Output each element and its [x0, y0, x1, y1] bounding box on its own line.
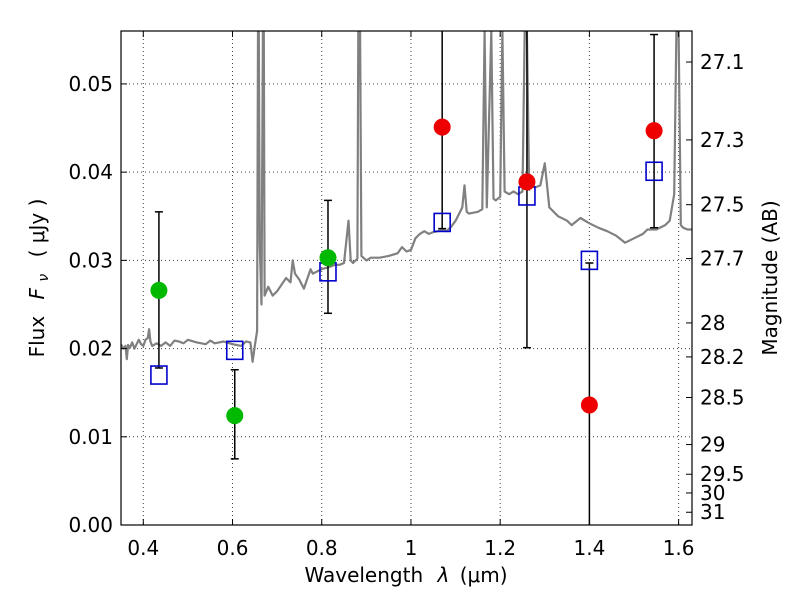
- y-tick-label: 0.01: [68, 425, 113, 449]
- magnitude-tick-label: 31: [700, 500, 725, 524]
- x-axis-label-prefix: Wavelength: [304, 563, 423, 587]
- magnitude-tick-label: 28.5: [700, 385, 745, 409]
- x-tick-label: 0.6: [217, 536, 249, 560]
- magnitude-tick-label: 28.2: [700, 345, 745, 369]
- model-sed-line: [121, 31, 692, 363]
- markers: [150, 118, 663, 425]
- observed-flux-point: [226, 407, 244, 425]
- y-tick-label: 0.05: [68, 72, 113, 96]
- x-tick-label: 1: [405, 536, 418, 560]
- model-photometry-square: [150, 365, 168, 385]
- magnitude-tick-label: 29.5: [700, 462, 745, 486]
- plot-frame: [120, 30, 693, 526]
- y-tick-label: 0.02: [68, 337, 113, 361]
- x-tick-label: 1.6: [663, 536, 695, 560]
- magnitude-tick-label: 27.7: [700, 247, 745, 271]
- x-tick-label: 0.8: [306, 536, 338, 560]
- observed-flux-point: [518, 173, 536, 191]
- y-axis-label-prefix: Flux: [25, 316, 49, 358]
- x-axis-label: Wavelength λ (μm): [304, 563, 507, 587]
- magnitude-tick-label: 27.1: [700, 50, 745, 74]
- magnitude-tick-label: 27.3: [700, 128, 745, 152]
- magnitude-tick-label: 29: [700, 433, 725, 457]
- model-photometry-square: [645, 161, 663, 182]
- y-tick-label: 0.03: [68, 248, 113, 272]
- observed-flux-point: [580, 396, 598, 414]
- x-tick-label: 1.4: [573, 536, 605, 560]
- y-axis-label: Flux F ν ( μJy ): [25, 199, 53, 358]
- x-tick-label: 0.4: [127, 536, 159, 560]
- x-axis-label-unit: (μm): [460, 563, 508, 587]
- observed-flux-point: [645, 122, 663, 140]
- y-axis-label-unit: ( μJy ): [25, 199, 49, 258]
- observed-flux-point: [433, 118, 451, 136]
- axis-ticks: 0.4 0.6 0.8 1 1.2 1.4 1.6 0.00 0.01 0.02 0.03 0.04 0…: [68, 31, 745, 560]
- y-tick-label: 0.04: [68, 160, 113, 184]
- data-layer: [121, 31, 692, 363]
- y-axis-label-subscript: ν: [36, 274, 52, 282]
- y-tick-label: 0.00: [68, 513, 113, 537]
- magnitude-tick-label: 27.5: [700, 193, 745, 217]
- model-photometry-square: [433, 212, 451, 233]
- model-photometry-square: [225, 340, 244, 361]
- magnitude-axis-label: Magnitude (AB): [758, 200, 782, 355]
- observed-flux-point: [319, 249, 337, 267]
- plot-background: [121, 31, 692, 525]
- x-axis-label-symbol: λ: [437, 563, 450, 587]
- observed-flux-point: [150, 281, 168, 299]
- magnitude-tick-label: 28: [700, 311, 725, 335]
- x-tick-label: 1.2: [484, 536, 516, 560]
- magnitude-tick-label: 30: [700, 481, 725, 505]
- y-axis-label-symbol: F: [25, 287, 49, 299]
- model-photometry-square: [580, 250, 599, 271]
